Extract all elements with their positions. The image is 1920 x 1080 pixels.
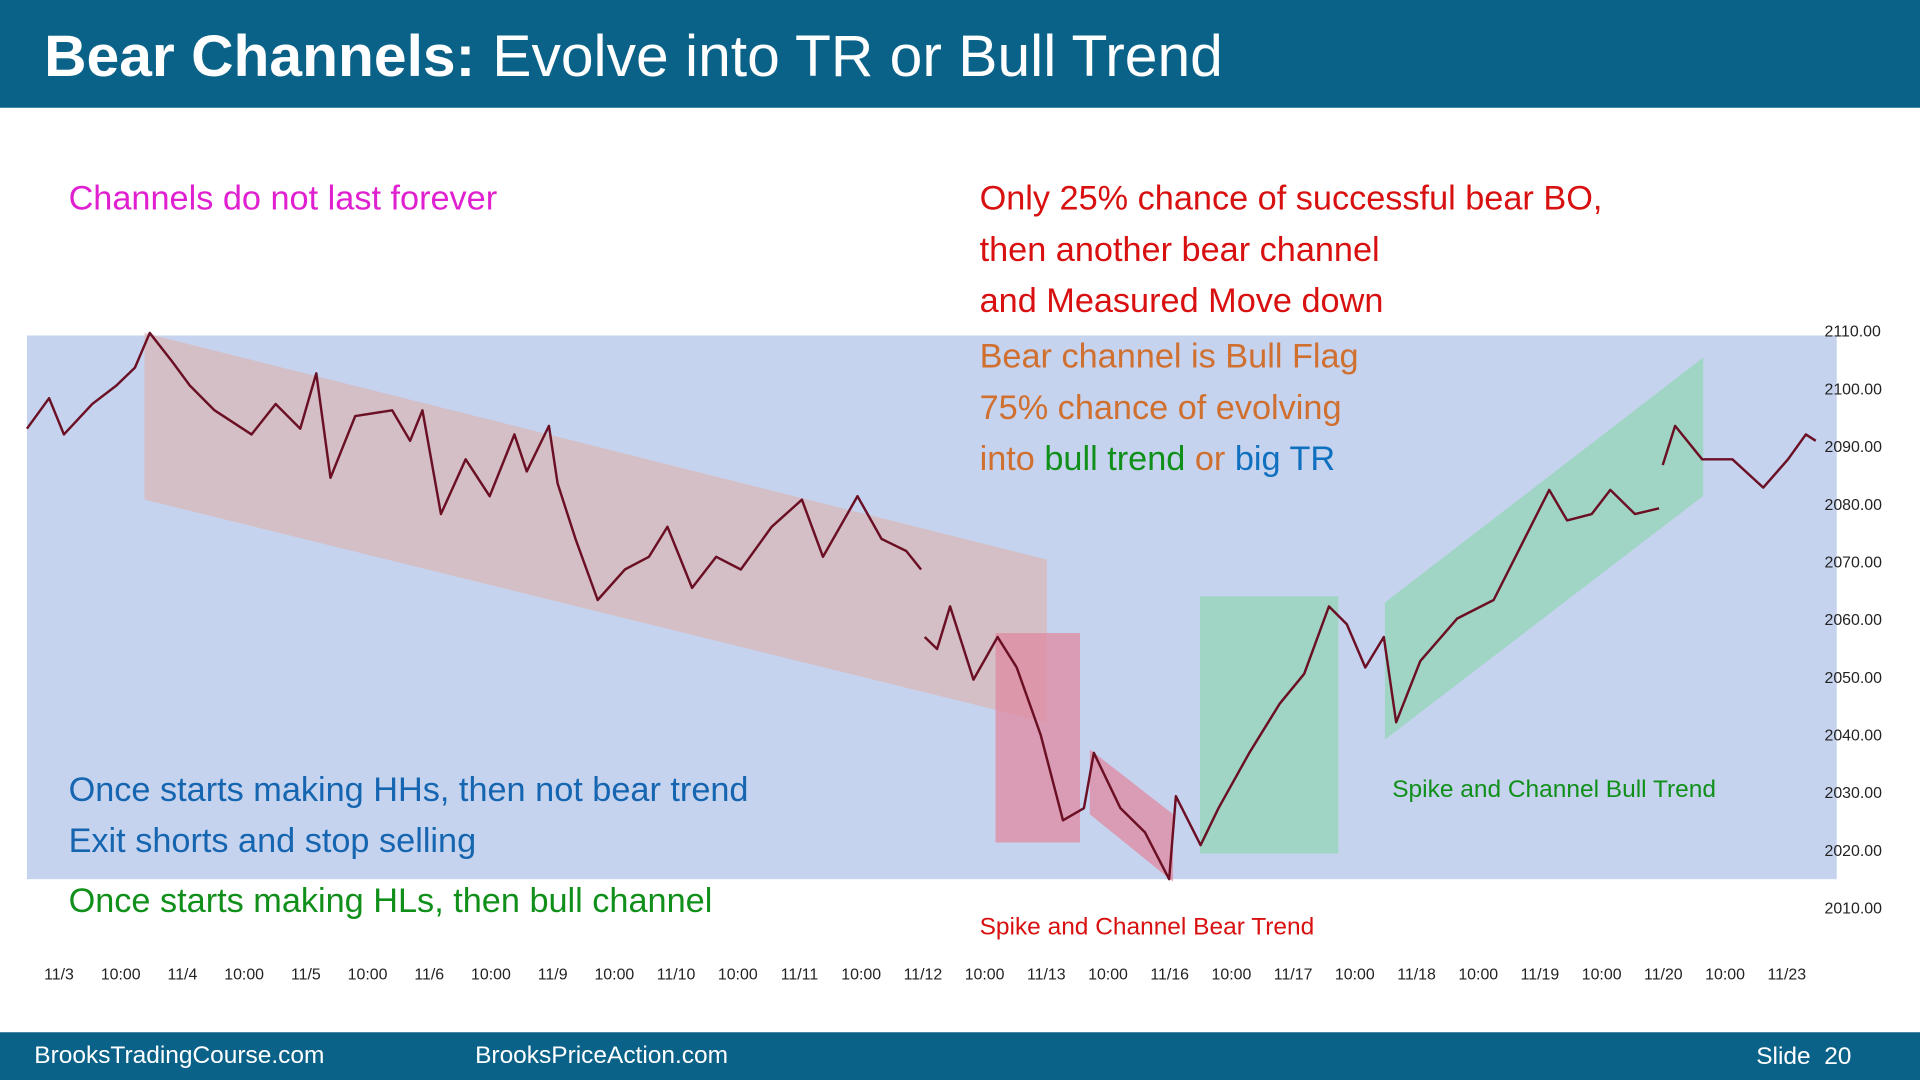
x-tick-label: 10:00 — [348, 967, 388, 984]
y-tick-label: 2090.00 — [1824, 439, 1882, 456]
x-tick-label: 10:00 — [1088, 967, 1128, 984]
title-bold: Bear Channels: — [44, 24, 475, 89]
footer-bar — [0, 1032, 1920, 1080]
annotation-part: bull trend — [1044, 440, 1185, 478]
x-tick-label: 11/19 — [1521, 967, 1560, 984]
y-tick-label: 2060.00 — [1824, 612, 1882, 629]
x-tick-label: 11/17 — [1274, 967, 1313, 984]
x-tick-label: 10:00 — [471, 967, 511, 984]
x-tick-label: 10:00 — [1335, 967, 1375, 984]
x-tick-label: 10:00 — [718, 967, 758, 984]
y-tick-label: 2050.00 — [1824, 670, 1882, 687]
annotation: Exit shorts and stop selling — [69, 822, 477, 860]
annotation-part: or — [1185, 440, 1235, 478]
slide-title: Bear Channels: Evolve into TR or Bull Tre… — [44, 24, 1223, 89]
price-line — [25, 331, 1817, 881]
footer-middle: BrooksPriceAction.com — [475, 1042, 728, 1069]
annotation: and Measured Move down — [980, 282, 1384, 320]
x-tick-label: 10:00 — [1705, 967, 1745, 984]
x-tick-label: 11/6 — [414, 967, 444, 984]
x-tick-label: 11/18 — [1397, 967, 1436, 984]
annotation: Once starts making HHs, then not bear tr… — [69, 771, 749, 809]
x-tick-label: 10:00 — [594, 967, 634, 984]
x-tick-label: 11/13 — [1027, 967, 1066, 984]
slide-number: Slide 20 — [1756, 1043, 1851, 1070]
x-tick-label: 11/16 — [1150, 967, 1189, 984]
x-tick-label: 11/9 — [538, 967, 568, 984]
x-tick-label: 10:00 — [101, 967, 141, 984]
annotation-part: big TR — [1235, 440, 1335, 478]
annotation: Only 25% chance of successful bear BO, — [980, 179, 1603, 217]
y-tick-label: 2030.00 — [1824, 785, 1882, 802]
x-tick-label: 11/10 — [657, 967, 696, 984]
bear-spike — [995, 633, 1080, 843]
bear-channel — [144, 333, 1047, 723]
y-tick-label: 2070.00 — [1824, 554, 1882, 571]
plot: 2110.00 2100.00 2090.00 2080.00 2070.00 2060.… — [25, 324, 1882, 984]
x-tick-label: 10:00 — [1458, 967, 1498, 984]
y-tick-label: 2020.00 — [1824, 843, 1882, 860]
x-tick-label: 11/11 — [781, 967, 819, 984]
y-tick-label: 2110.00 — [1824, 324, 1880, 341]
y-tick-label: 2100.00 — [1824, 381, 1882, 398]
header-bar — [0, 0, 1920, 108]
annotation: Channels do not last forever — [69, 179, 498, 217]
annotation: then another bear channel — [980, 231, 1380, 269]
annotation-part: into — [980, 440, 1045, 478]
bull-channel — [1384, 357, 1704, 740]
annotation: 75% chance of evolving — [980, 389, 1342, 427]
x-tick-label: 10:00 — [1582, 967, 1622, 984]
y-tick-label: 2080.00 — [1824, 497, 1882, 514]
title-rest: Evolve into TR or Bull Trend — [492, 24, 1223, 89]
annotation: Once starts making HLs, then bull channe… — [69, 882, 713, 920]
x-tick-label: 11/23 — [1767, 967, 1806, 984]
bull-spike — [1200, 596, 1339, 854]
annotation: into bull trend or big TR — [980, 440, 1336, 478]
footer-left: BrooksTradingCourse.com — [34, 1042, 324, 1069]
x-tick-label: 11/3 — [44, 967, 74, 984]
x-tick-label: 11/4 — [168, 967, 198, 984]
y-tick-label: 2010.00 — [1824, 900, 1882, 917]
x-tick-label: 10:00 — [1212, 967, 1252, 984]
x-tick-label: 11/5 — [291, 967, 321, 984]
x-tick-label: 11/12 — [904, 967, 943, 984]
x-tick-label: 10:00 — [841, 967, 881, 984]
annotations: Channels do not last forever Only 25% cha… — [69, 179, 1716, 940]
annotation: Spike and Channel Bull Trend — [1392, 776, 1716, 803]
x-tick-label: 10:00 — [965, 967, 1005, 984]
x-tick-label: 11/20 — [1644, 967, 1683, 984]
annotation: Bear channel is Bull Flag — [980, 337, 1359, 375]
annotation: Spike and Channel Bear Trend — [980, 913, 1315, 940]
x-tick-label: 10:00 — [224, 967, 264, 984]
y-tick-label: 2040.00 — [1824, 727, 1882, 744]
